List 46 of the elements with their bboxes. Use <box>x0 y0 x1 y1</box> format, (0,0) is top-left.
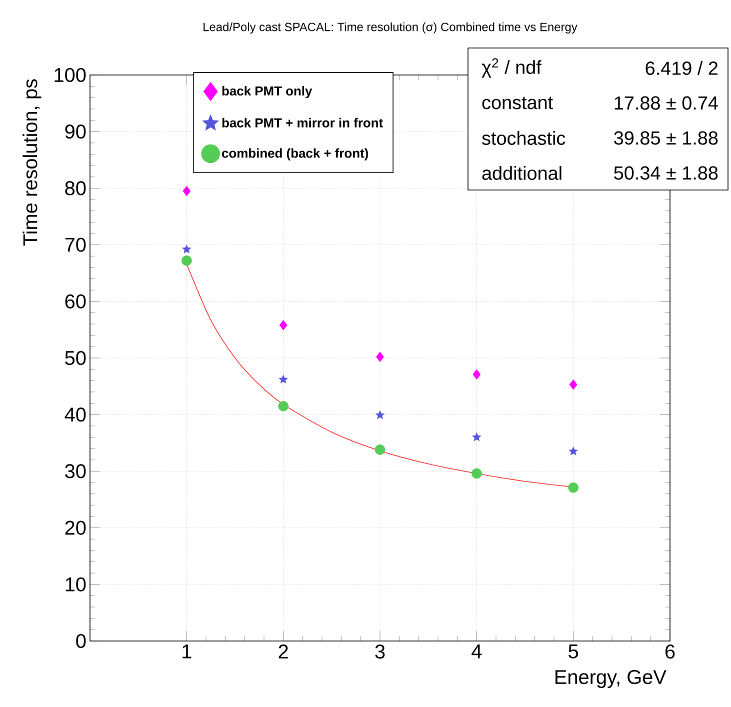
point <box>182 186 191 196</box>
y-tick-label: 50 <box>65 350 86 366</box>
point <box>376 352 384 362</box>
point <box>182 244 192 254</box>
legend-label: back PMT only <box>222 86 312 98</box>
annotation: stochastic <box>482 131 566 145</box>
y-tick-label: 100 <box>54 68 86 82</box>
point <box>278 374 288 384</box>
y-tick-label: 90 <box>65 124 86 139</box>
point <box>569 379 578 390</box>
text: 6.419 / 2 <box>646 61 718 75</box>
annotation: 50.34 ± 1.88 <box>614 166 718 180</box>
x-tick-label: 4 <box>472 644 482 658</box>
point <box>472 369 481 380</box>
point <box>278 400 289 412</box>
chart-title: Lead/Poly cast SPACAL: Time resolution (σ) Combined time vs Energy <box>204 22 578 34</box>
y-tick-label: 0 <box>76 634 86 648</box>
legend-label: combined (back + front) <box>222 148 368 160</box>
x-tick-label: 2 <box>278 644 288 658</box>
x-axis-title: Energy, GeV <box>556 670 666 688</box>
x-tick-label: 6 <box>665 644 675 659</box>
annotation: additional <box>482 166 562 180</box>
y-tick-label: 80 <box>65 181 86 196</box>
y-tick-label: 10 <box>66 577 86 592</box>
annotation: 39.85 ± 1.88 <box>614 131 718 145</box>
y-axis-title: Time resolution, ps <box>22 79 42 246</box>
point <box>471 468 482 479</box>
annotation: χ$^{2}$ / ndf <box>482 58 542 78</box>
x-tick-label: 1 <box>182 644 192 658</box>
annotation: constant <box>482 96 553 110</box>
point <box>472 432 482 442</box>
point <box>181 255 192 266</box>
point <box>568 446 578 456</box>
point <box>375 410 385 420</box>
y-tick-label: 20 <box>65 520 86 535</box>
x-tick-label: 3 <box>375 644 385 659</box>
point <box>568 482 579 493</box>
x-tick-label: 5 <box>568 644 578 658</box>
point <box>374 444 386 455</box>
legend-label: back PMT + mirror in front <box>222 118 383 128</box>
annotation: 17.88 ± 0.74 <box>614 96 718 110</box>
y-tick-label: 70 <box>65 238 86 252</box>
point <box>279 320 288 330</box>
y-tick-label: 40 <box>64 408 86 422</box>
y-tick-label: 30 <box>65 464 86 478</box>
y-tick-label: 60 <box>65 294 86 308</box>
